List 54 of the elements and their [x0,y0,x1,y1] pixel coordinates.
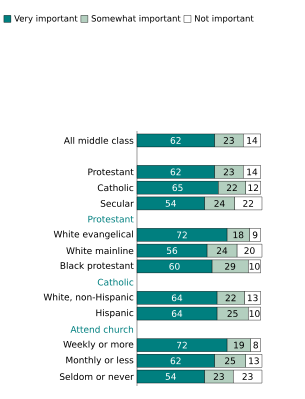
data-label: 23 [224,137,234,144]
data-label: 22 [226,184,237,192]
data-label: 25 [225,357,236,364]
data-label: 18 [234,231,244,238]
data-label: 56 [166,247,178,254]
y-tick-label: Attend church [70,326,134,333]
data-label: 62 [170,168,181,176]
data-label: 24 [216,247,228,254]
data-label: 54 [166,373,176,380]
y-tick-label: White evangelical [54,230,133,240]
data-label: 65 [172,184,183,192]
data-label: 10 [250,262,260,270]
data-label: 12 [248,184,258,192]
data-label: 23 [224,168,234,176]
y-tick-label: Secular [100,200,134,207]
y-tick-label: Catholic [98,278,134,286]
legend-label: Very important [14,15,78,24]
data-label: 22 [226,294,236,302]
y-tick-label: All middle class [64,136,134,144]
y-tick-label: Hispanic [96,309,134,318]
data-label: 22 [243,200,254,207]
data-label: 54 [166,200,176,207]
y-tick-label: Weekly or more [63,340,134,350]
data-label: 23 [242,373,253,380]
data-label: 72 [177,232,187,238]
y-tick-label: Catholic [98,184,134,192]
data-label: 14 [247,168,258,176]
data-label: 13 [249,357,259,364]
data-label: 14 [247,137,258,144]
data-label: 10 [250,310,260,317]
data-label: 9 [252,231,258,238]
y-tick-label: White mainline [66,247,134,254]
data-label: 62 [170,137,181,144]
y-tick-label: White, non-Hispanic [44,293,134,302]
legend-label: Not important [195,15,254,24]
data-label: 72 [177,342,187,348]
y-tick-label: Protestant [88,168,134,176]
y-tick-label: Monthly or less [66,356,134,366]
data-label: 23 [214,373,224,380]
y-tick-label: Seldom or never [60,373,134,380]
data-label: 60 [169,262,180,270]
data-label: 20 [244,247,255,254]
data-label: 8 [253,342,258,348]
data-label: 13 [248,294,258,302]
data-label: 25 [228,310,238,317]
y-tick-label: Protestant [88,216,134,222]
data-label: 64 [172,310,182,317]
data-label: 64 [172,294,182,302]
data-label: 62 [170,357,181,364]
y-tick-label: Black protestant [60,262,134,271]
data-label: 19 [234,342,244,348]
data-label: 24 [214,200,225,207]
legend-label: Somewhat important [92,15,181,24]
data-label: 29 [225,262,236,270]
